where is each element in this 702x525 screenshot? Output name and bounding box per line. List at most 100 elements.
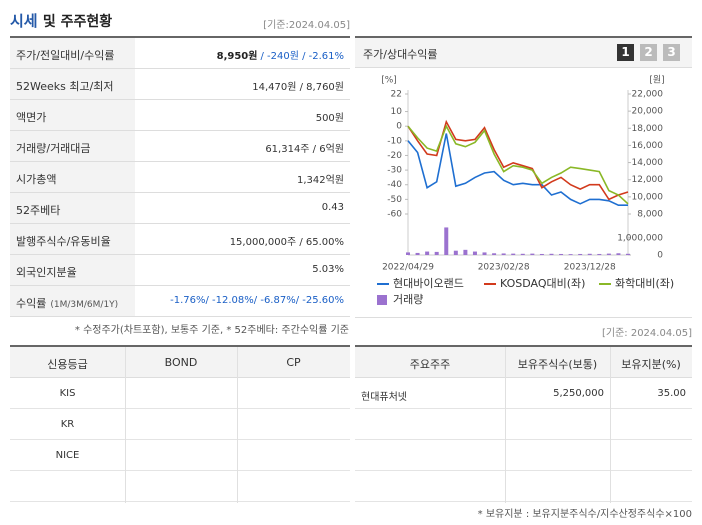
y2-tick-label: 18,000: [632, 124, 664, 134]
col-line: [610, 347, 611, 503]
chart-button[interactable]: 2: [640, 44, 657, 61]
chart-title: 주가/상대수익률: [363, 48, 438, 61]
row-line: [355, 378, 692, 409]
base-date: [기준:2024.04.05]: [263, 20, 350, 31]
label: 시가총액: [16, 173, 57, 186]
row-value-cell: [135, 69, 350, 100]
legend-label: 화학대비(좌): [615, 277, 674, 290]
y-tick-label: 22: [391, 90, 402, 100]
label: 52주베타: [16, 204, 61, 217]
row-line: [355, 409, 692, 440]
price-table: 주가/전일대비/수익률 8,950원 / -240원 / -2.61% 52Weeks…: [10, 36, 350, 318]
value: 0.43: [321, 202, 344, 213]
volume-bar: [587, 253, 592, 255]
volume-bar: [501, 253, 506, 255]
volume-bar: [616, 253, 621, 255]
y2-tick-label: 10,000: [632, 192, 664, 202]
cell: 35.00: [657, 388, 686, 399]
label: 액면가: [16, 111, 47, 124]
header-cell: 주요주주: [409, 358, 451, 371]
volume-bar: [492, 253, 497, 255]
label: 거래량/거래대금: [16, 142, 91, 155]
volume-bar: [568, 254, 573, 255]
row-label: 시가총액: [16, 171, 56, 187]
x-tick-label: 2022/04/29: [382, 263, 434, 273]
row-value: 14,470원 / 8,760원: [252, 78, 344, 93]
volume-tick-label: 1,000,000: [617, 233, 663, 243]
value: 14,470원 / 8,760원: [252, 82, 344, 93]
row-label: 외국인지분율: [16, 264, 77, 280]
row-value-cell: [135, 100, 350, 131]
row-value-cell: [135, 224, 350, 255]
row-label: 52Weeks 최고/최저: [16, 78, 114, 94]
row-label-cell: [10, 69, 135, 100]
label: 52Weeks 최고/최저: [16, 80, 114, 93]
header-cell: 보유지분(%): [621, 358, 681, 371]
volume-bar: [597, 253, 602, 255]
volume-bar: [511, 253, 516, 255]
row-label-cell: [10, 38, 135, 69]
row-label: 발행주식수/유동비율: [16, 233, 111, 249]
chart-button[interactable]: 3: [663, 44, 680, 61]
row-label: 수익률 (1M/3M/6M/1Y): [16, 295, 118, 311]
row-line: [10, 378, 350, 409]
y-tick-label: 0: [396, 122, 402, 132]
chart-button[interactable]: 1: [617, 44, 634, 61]
row-value-cell: [135, 162, 350, 193]
volume-bar: [520, 253, 525, 255]
price-note: * 수정주가(차트포함), 보통주 기준, * 52주베타: 주간수익률 기준: [74, 325, 349, 336]
volume-bar: [406, 252, 410, 255]
row-line: [10, 471, 350, 502]
volume-bar: [463, 249, 468, 255]
y2-tick-label: 20,000: [632, 107, 664, 117]
title-main: 시세: [10, 12, 38, 30]
col-line: [125, 347, 126, 503]
cell: NICE: [55, 450, 80, 461]
x-tick-label: 2023/12/28: [564, 263, 616, 273]
row-value: 5.03%: [312, 264, 344, 275]
cell: 현대퓨처넷: [361, 392, 407, 403]
header-cell: 신용등급: [47, 358, 88, 371]
row-label: 주가/전일대비/수익률: [16, 47, 115, 63]
cell: 5,250,000: [553, 388, 604, 399]
x-tick-label: 2023/02/28: [478, 263, 530, 273]
row-value: 8,950원 / -240원 / -2.61%: [217, 47, 344, 62]
header-cell: CP: [286, 356, 301, 369]
header-row: [10, 347, 350, 378]
change: -1.76%/ -12.08%/ -6.87%/ -25.60%: [170, 295, 344, 306]
legend-swatch: [377, 295, 387, 305]
label: 수익률: [16, 297, 47, 310]
value: 15,000,000주 / 65.00%: [229, 237, 344, 248]
header-cell: 보유주식수(보통): [517, 358, 598, 371]
y-axis-unit: [%]: [381, 76, 397, 86]
row-value: 0.43: [322, 202, 344, 213]
series-line: [407, 124, 629, 205]
header-row: [355, 347, 692, 378]
credit-table: 신용등급 BOND CP KIS KR NICE: [10, 345, 350, 503]
volume-bar: [415, 252, 420, 255]
volume-bar: [434, 251, 439, 255]
label: 주가/전일대비/수익률: [16, 49, 115, 62]
row-value-cell: [135, 131, 350, 162]
y-tick-label: -20: [387, 151, 402, 161]
legend-label: 거래량: [393, 293, 423, 306]
cell: KIS: [59, 388, 76, 399]
row-value: 500원: [316, 109, 344, 124]
row-value: 61,314주 / 6억원: [265, 140, 344, 155]
value: 500원: [315, 113, 344, 124]
y-tick-label: -50: [387, 195, 402, 205]
label-sub: (1M/3M/6M/1Y): [50, 300, 119, 310]
volume-bar: [444, 227, 449, 255]
value: 61,314주 / 6억원: [265, 144, 344, 155]
row-label-cell: [10, 286, 135, 317]
row-label: 52주베타: [16, 202, 60, 218]
row-value-cell: [135, 38, 350, 69]
value: 8,950원: [216, 51, 258, 62]
title-rest: 및 주주현황: [42, 14, 113, 30]
volume-bar: [539, 253, 544, 255]
title: 시세 및 주주현황: [10, 10, 112, 31]
